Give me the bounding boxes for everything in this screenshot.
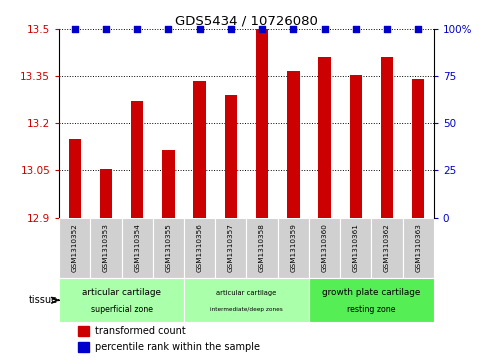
Text: GSM1310354: GSM1310354 (134, 224, 140, 272)
Bar (403, 217, 434, 278)
Text: GSM1310356: GSM1310356 (197, 224, 203, 272)
Text: GSM1310360: GSM1310360 (321, 224, 327, 272)
Bar (246, 217, 278, 278)
Bar (78, 342, 89, 352)
Bar (59, 278, 184, 322)
Bar (225, 95, 237, 217)
Bar (215, 217, 246, 278)
Text: GSM1310352: GSM1310352 (72, 224, 78, 272)
Text: articular cartilage: articular cartilage (82, 289, 161, 297)
Bar (309, 278, 434, 322)
Point (289, 26, 297, 32)
Bar (131, 101, 143, 217)
Text: intermediate/deep zones: intermediate/deep zones (210, 307, 283, 312)
Text: GSM1310363: GSM1310363 (415, 224, 421, 272)
Text: resting zone: resting zone (347, 305, 396, 314)
Bar (162, 150, 175, 217)
Bar (90, 217, 122, 278)
Bar (381, 57, 393, 217)
Bar (193, 81, 206, 217)
Bar (153, 217, 184, 278)
Point (258, 26, 266, 32)
Point (352, 26, 360, 32)
Bar (287, 72, 300, 217)
Bar (59, 217, 90, 278)
Text: GSM1310353: GSM1310353 (103, 224, 109, 272)
Bar (278, 217, 309, 278)
Bar (309, 217, 340, 278)
Text: articular cartilage: articular cartilage (216, 290, 277, 296)
Text: superficial zone: superficial zone (91, 305, 153, 314)
Text: tissue: tissue (29, 295, 58, 305)
Point (71, 26, 79, 32)
Text: GSM1310357: GSM1310357 (228, 224, 234, 272)
Point (133, 26, 141, 32)
Point (227, 26, 235, 32)
Bar (184, 217, 215, 278)
Text: transformed count: transformed count (95, 326, 185, 336)
Text: GSM1310361: GSM1310361 (353, 224, 359, 272)
Bar (412, 79, 424, 217)
Bar (256, 29, 268, 217)
Bar (100, 169, 112, 217)
Point (102, 26, 110, 32)
Text: GSM1310362: GSM1310362 (384, 224, 390, 272)
Point (165, 26, 173, 32)
Bar (122, 217, 153, 278)
Bar (184, 278, 309, 322)
Bar (78, 326, 89, 336)
Bar (340, 217, 371, 278)
Bar (371, 217, 403, 278)
Point (383, 26, 391, 32)
Bar (69, 139, 81, 217)
Text: percentile rank within the sample: percentile rank within the sample (95, 342, 260, 352)
Point (414, 26, 422, 32)
Bar (318, 57, 331, 217)
Text: GSM1310359: GSM1310359 (290, 224, 296, 272)
Text: GSM1310355: GSM1310355 (166, 224, 172, 272)
Text: growth plate cartilage: growth plate cartilage (322, 289, 421, 297)
Point (320, 26, 328, 32)
Point (196, 26, 204, 32)
Title: GDS5434 / 10726080: GDS5434 / 10726080 (175, 15, 318, 28)
Bar (350, 74, 362, 217)
Text: GSM1310358: GSM1310358 (259, 224, 265, 272)
